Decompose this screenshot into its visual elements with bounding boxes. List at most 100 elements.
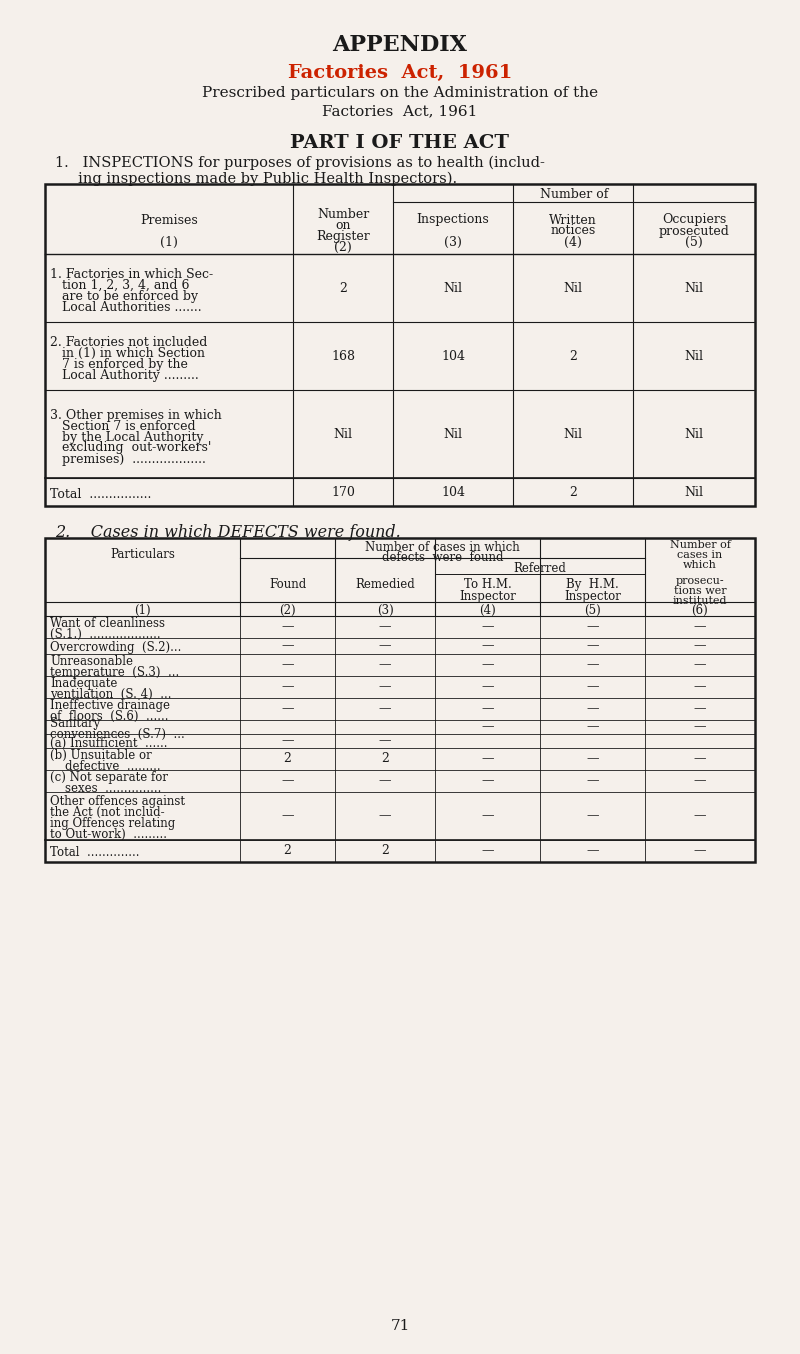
Text: (1): (1) [160, 236, 178, 249]
Text: —: — [282, 639, 294, 653]
Text: Nil: Nil [685, 349, 703, 363]
Text: 104: 104 [441, 349, 465, 363]
Text: —: — [378, 681, 391, 693]
Text: (a) Insufficient  ......: (a) Insufficient ...... [50, 737, 167, 750]
Text: Particulars: Particulars [110, 548, 175, 561]
Text: 1.   INSPECTIONS for purposes of provisions as to health (includ-: 1. INSPECTIONS for purposes of provision… [55, 156, 545, 171]
Text: (4): (4) [564, 236, 582, 249]
Text: 2: 2 [381, 845, 389, 857]
Text: which: which [683, 561, 717, 570]
Text: ventilation  (S. 4)  ...: ventilation (S. 4) ... [50, 688, 171, 701]
Text: —: — [482, 620, 494, 634]
Text: —: — [694, 681, 706, 693]
Text: —: — [378, 810, 391, 822]
Text: defective  .........: defective ......... [50, 760, 161, 773]
Text: 7 is enforced by the: 7 is enforced by the [50, 357, 188, 371]
Text: temperature  (S.3)  ...: temperature (S.3) ... [50, 666, 179, 678]
Text: —: — [482, 703, 494, 715]
Text: —: — [282, 620, 294, 634]
Text: —: — [378, 658, 391, 672]
Text: Nil: Nil [563, 428, 582, 440]
Text: ing inspections made by Public Health Inspectors).: ing inspections made by Public Health In… [55, 172, 457, 187]
Text: prosecuted: prosecuted [658, 225, 730, 237]
Text: Factories  Act,  1961: Factories Act, 1961 [288, 64, 512, 83]
Text: Nil: Nil [443, 282, 462, 295]
Text: conveniences  (S.7)  ...: conveniences (S.7) ... [50, 728, 185, 741]
Text: (3): (3) [377, 604, 394, 617]
Text: sexes  ...............: sexes ............... [50, 783, 162, 795]
Text: Factories  Act, 1961: Factories Act, 1961 [322, 104, 478, 118]
Text: Unreasonable: Unreasonable [50, 655, 133, 668]
Text: —: — [378, 620, 391, 634]
Text: —: — [482, 753, 494, 765]
Text: 2: 2 [339, 282, 347, 295]
Text: —: — [586, 620, 598, 634]
Text: Number: Number [317, 209, 369, 221]
Text: —: — [482, 720, 494, 734]
Text: (S.1.)  ...................: (S.1.) ................... [50, 628, 161, 640]
Text: premises)  ...................: premises) ................... [50, 452, 206, 466]
Text: —: — [694, 845, 706, 857]
Text: Local Authority .........: Local Authority ......... [50, 370, 198, 382]
Text: —: — [586, 703, 598, 715]
Text: excluding  out-workers': excluding out-workers' [50, 441, 211, 455]
Text: Number of cases in which: Number of cases in which [365, 542, 520, 554]
Text: 104: 104 [441, 486, 465, 498]
Text: to Out-work)  .........: to Out-work) ......... [50, 829, 167, 841]
Text: Sanitary: Sanitary [50, 718, 100, 730]
Text: Register: Register [316, 230, 370, 242]
Text: —: — [282, 810, 294, 822]
Text: —: — [694, 774, 706, 788]
Text: —: — [694, 703, 706, 715]
Text: Overcrowding  (S.2)...: Overcrowding (S.2)... [50, 642, 182, 654]
Text: PART I OF THE ACT: PART I OF THE ACT [290, 134, 510, 152]
Text: (3): (3) [444, 236, 462, 249]
Text: —: — [586, 753, 598, 765]
Text: —: — [586, 681, 598, 693]
Text: (2): (2) [334, 241, 352, 255]
Text: Total  ................: Total ................ [50, 489, 151, 501]
Text: Local Authorities .......: Local Authorities ....... [50, 301, 202, 314]
Text: Remedied: Remedied [355, 578, 415, 590]
Text: (6): (6) [692, 604, 708, 617]
Text: 71: 71 [390, 1319, 410, 1332]
Text: —: — [282, 703, 294, 715]
Text: Other offences against: Other offences against [50, 795, 185, 808]
Text: Want of cleanliness: Want of cleanliness [50, 617, 165, 630]
Text: (1): (1) [134, 604, 151, 617]
Text: Nil: Nil [685, 486, 703, 498]
Text: —: — [482, 810, 494, 822]
Text: —: — [282, 734, 294, 747]
Text: instituted: instituted [673, 596, 727, 607]
Text: —: — [282, 658, 294, 672]
Text: —: — [586, 845, 598, 857]
Text: (4): (4) [479, 604, 496, 617]
Text: —: — [482, 658, 494, 672]
Bar [45, 538, 755, 862]
Text: Prescribed particulars on the Administration of the: Prescribed particulars on the Administra… [202, 87, 598, 100]
Text: are to be enforced by: are to be enforced by [50, 290, 198, 303]
Text: Inadequate: Inadequate [50, 677, 118, 691]
Text: (5): (5) [685, 236, 703, 249]
Text: tions wer: tions wer [674, 586, 726, 596]
Text: on: on [335, 219, 350, 232]
Text: Referred: Referred [514, 562, 566, 575]
Text: (b) Unsuitable or: (b) Unsuitable or [50, 749, 152, 762]
Text: defects  were  found: defects were found [382, 551, 503, 565]
Text: —: — [378, 734, 391, 747]
Text: prosecu-: prosecu- [676, 575, 724, 586]
Text: ing Offences relating: ing Offences relating [50, 816, 175, 830]
Text: Number of: Number of [670, 540, 730, 550]
Text: of  floors  (S.6)  ......: of floors (S.6) ...... [50, 709, 169, 723]
Text: —: — [694, 720, 706, 734]
Text: Written: Written [549, 214, 597, 226]
Text: 2: 2 [569, 486, 577, 498]
Text: the Act (not includ-: the Act (not includ- [50, 806, 165, 819]
Text: —: — [694, 639, 706, 653]
Text: 3. Other premises in which: 3. Other premises in which [50, 409, 222, 421]
Text: cases in: cases in [678, 550, 722, 561]
Text: —: — [482, 639, 494, 653]
Text: Nil: Nil [685, 282, 703, 295]
Text: —: — [694, 810, 706, 822]
Text: 2: 2 [283, 845, 291, 857]
